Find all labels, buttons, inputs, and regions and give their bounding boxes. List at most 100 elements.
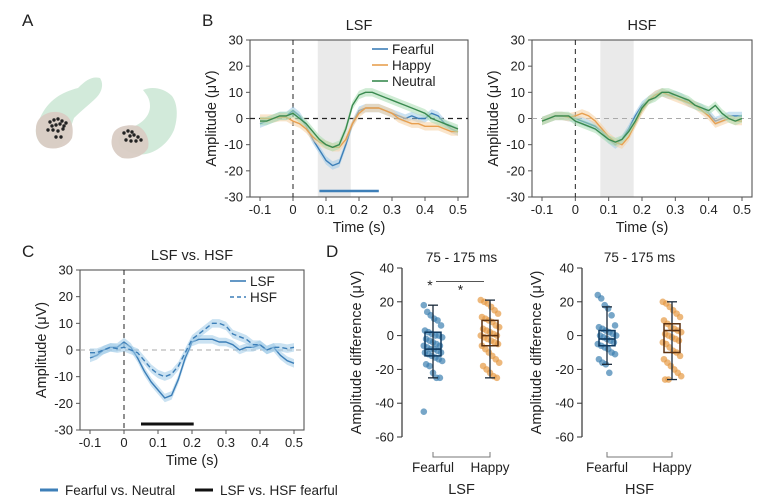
y-tick-label: 20 xyxy=(59,289,73,304)
x-tick-label: 0.1 xyxy=(317,202,335,217)
electrode-dot xyxy=(61,127,65,131)
y-tick-label: -20 xyxy=(375,362,394,377)
group-label: HSF xyxy=(625,482,654,498)
series-line-neutral xyxy=(541,91,743,143)
series-error-band-lsf xyxy=(90,335,294,403)
chart-d-lsf: -60 -40 -20 0 20 40 Amplitude difference (μV) 7… xyxy=(349,250,510,498)
y-tick-label: -20 xyxy=(506,163,525,178)
electrode-dot xyxy=(134,139,138,143)
x-tick-label: -0.1 xyxy=(531,202,553,217)
data-point-fearful xyxy=(611,322,619,329)
electrode-dot xyxy=(132,133,136,137)
data-point-fearful xyxy=(420,301,428,309)
y-tick-label: 0 xyxy=(236,111,243,126)
data-point-fearful xyxy=(436,374,444,382)
comparison-star: * xyxy=(458,282,464,298)
electrode-dot xyxy=(128,134,132,138)
electrode-dot xyxy=(130,130,134,134)
box-happy xyxy=(663,323,681,354)
electrode-dot xyxy=(54,135,58,139)
y-axis-title: Amplitude (μV) xyxy=(34,302,50,398)
x-tick-label: -0.1 xyxy=(249,202,271,217)
data-point-fearful xyxy=(426,362,433,370)
electrode-dot xyxy=(48,120,52,124)
y-tick-label: -10 xyxy=(506,137,525,152)
time-window-title: 75 - 175 ms xyxy=(426,250,498,265)
electrode-dot xyxy=(136,135,140,139)
box-fearful xyxy=(598,329,616,347)
y-tick-label: 20 xyxy=(511,59,525,74)
significance-star: * xyxy=(427,277,433,293)
data-point-happy xyxy=(494,310,502,317)
electrode-dot xyxy=(56,129,60,133)
panel-letter-a: A xyxy=(22,11,34,30)
series-line-happy xyxy=(260,107,458,148)
y-tick-label: -40 xyxy=(375,396,394,411)
panel-letter-c: C xyxy=(22,242,34,261)
chart-title: HSF xyxy=(628,18,657,34)
data-point-fearful xyxy=(437,322,445,329)
y-tick-label: 40 xyxy=(380,261,394,276)
data-point-fearful xyxy=(610,339,618,346)
x-tick-label: 0.2 xyxy=(183,435,201,450)
brain-illustration xyxy=(35,77,177,159)
data-point-fearful xyxy=(611,350,619,358)
x-tick-label: 0.4 xyxy=(700,202,718,217)
x-tick-label: 0.3 xyxy=(217,435,235,450)
legend-label-fearful-vs-neutral: Fearful vs. Neutral xyxy=(65,483,175,498)
electrode-dot xyxy=(59,135,63,139)
y-tick-label: 10 xyxy=(229,85,243,100)
legend-label-hsf: HSF xyxy=(250,290,277,305)
electrode-dot xyxy=(46,128,50,132)
electrode-dot xyxy=(60,119,64,123)
data-point-fearful xyxy=(612,332,620,339)
y-tick-label: 20 xyxy=(229,59,243,74)
series-error-band-neutral xyxy=(260,88,458,152)
data-point-fearful xyxy=(438,333,446,341)
y-tick-label: -30 xyxy=(506,190,525,205)
x-axis-title: Time (s) xyxy=(616,220,669,236)
y-tick-label: 40 xyxy=(560,261,574,276)
data-point-fearful xyxy=(434,317,441,324)
y-tick-label: 30 xyxy=(229,33,243,48)
chart-d-hsf: -60 -40 -20 0 20 40 Amplitude difference (μV) 7… xyxy=(529,250,692,498)
y-tick-label: 20 xyxy=(380,294,394,309)
data-point-happy xyxy=(676,313,684,321)
x-tick-label: 0 xyxy=(120,435,127,450)
x-tick-label: 0 xyxy=(289,202,296,217)
legend-label-happy: Happy xyxy=(392,58,431,73)
group-bracket xyxy=(432,452,491,458)
y-tick-label: -10 xyxy=(224,137,243,152)
data-point-happy xyxy=(676,352,684,360)
time-window-title: 75 - 175 ms xyxy=(604,250,676,265)
category-label-fearful: Fearful xyxy=(412,460,454,475)
series-line-neutral xyxy=(260,91,459,148)
data-point-happy xyxy=(495,359,503,366)
data-point-happy xyxy=(495,323,503,331)
y-tick-label: -40 xyxy=(555,396,574,411)
category-label-happy: Happy xyxy=(652,460,691,475)
legend-label-lsf-vs-hsf: LSF vs. HSF fearful xyxy=(220,483,338,498)
category-label-fearful: Fearful xyxy=(586,460,628,475)
y-tick-label: -30 xyxy=(54,423,73,438)
chart-title: LSF vs. HSF xyxy=(151,248,233,264)
y-tick-label: 10 xyxy=(511,85,525,100)
y-tick-label: -20 xyxy=(224,163,243,178)
data-point-fearful xyxy=(420,408,428,415)
x-tick-label: 0.5 xyxy=(449,202,467,217)
y-tick-label: -20 xyxy=(555,362,574,377)
electrode-dot xyxy=(51,128,55,132)
y-axis-title: Amplitude (μV) xyxy=(204,70,220,166)
y-axis-title: Amplitude difference (μV) xyxy=(529,271,545,435)
chart-b-lsf: -0.1 0 0.1 0.2 0.3 0.4 0.5 -30 -20 -10 0 10 20 30 Time… xyxy=(204,18,469,236)
data-point-happy xyxy=(675,337,683,344)
y-tick-label: -30 xyxy=(224,190,243,205)
x-axis-title: Time (s) xyxy=(333,220,386,236)
data-point-fearful xyxy=(606,369,613,377)
panel-letter-d: D xyxy=(326,242,338,261)
series-error-band-hsf xyxy=(90,319,294,381)
x-tick-label: 0.2 xyxy=(350,202,368,217)
electrode-dot xyxy=(56,117,60,121)
y-tick-label: 30 xyxy=(511,33,525,48)
chart-c: -0.1 0 0.1 0.2 0.3 0.4 0.5 -30 -20 -10 0 10 20 30 Time… xyxy=(34,248,305,469)
